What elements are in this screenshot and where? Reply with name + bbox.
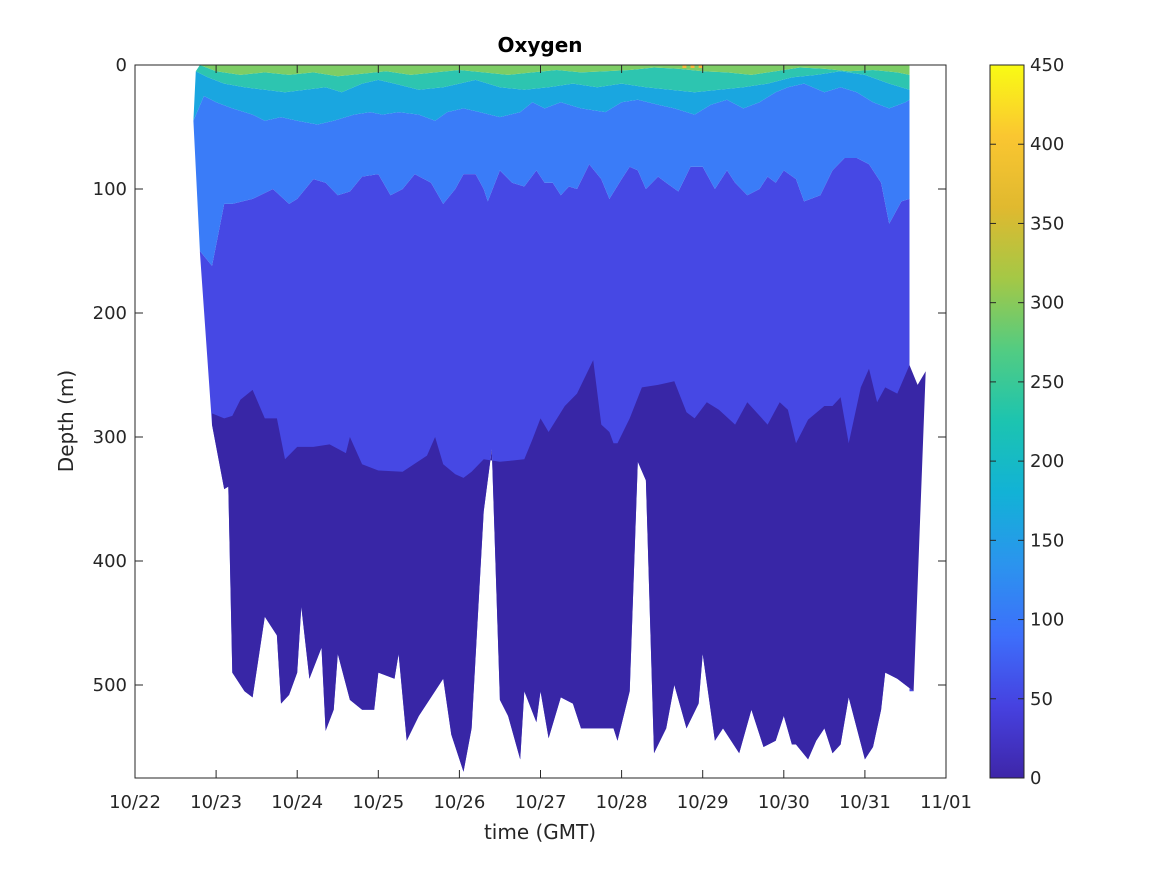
x-axis-ticks: 10/22 10/23 10/24 10/25 10/26 10/27 10/28 10/29… (109, 65, 972, 813)
y-axis-ticks: 0 100 200 300 400 500 (93, 55, 946, 696)
y-tick-label: 400 (93, 551, 127, 572)
x-tick-label: 10/26 (433, 792, 485, 813)
oxygen-200-250-region (195, 65, 910, 93)
x-tick-label: 10/29 (677, 792, 729, 813)
x-tick-label: 10/31 (839, 792, 891, 813)
colorbar-tick-label: 300 (1030, 293, 1064, 314)
oxygen-high-spot (690, 65, 695, 68)
x-tick-label: 10/28 (596, 792, 648, 813)
x-tick-label: 10/23 (190, 792, 242, 813)
colorbar-tick-label: 400 (1030, 134, 1064, 155)
oxygen-250-300-region (199, 65, 910, 77)
chart-title: Oxygen (497, 33, 582, 57)
colorbar-tick-label: 50 (1030, 689, 1053, 710)
x-tick-label: 10/30 (758, 792, 810, 813)
oxygen-100-150-region (193, 83, 910, 266)
y-tick-label: 0 (116, 55, 127, 76)
y-tick-label: 300 (93, 427, 127, 448)
oxygen-150-200-region (193, 71, 910, 125)
y-tick-label: 500 (93, 675, 127, 696)
colorbar-tick-label: 200 (1030, 451, 1064, 472)
x-tick-label: 10/24 (271, 792, 323, 813)
oxygen-high-spot (682, 65, 687, 68)
colorbar-tick-label: 0 (1030, 768, 1041, 789)
colorbar-tick-label: 350 (1030, 213, 1064, 234)
colorbar-ticks: 0 50 100 150 200 250 300 350 400 450 (990, 55, 1064, 789)
y-tick-label: 200 (93, 303, 127, 324)
x-tick-label: 10/25 (352, 792, 404, 813)
colorbar-tick-label: 150 (1030, 530, 1064, 551)
x-tick-label: 10/22 (109, 792, 161, 813)
y-axis-label: Depth (m) (54, 370, 78, 472)
colorbar-tick-label: 250 (1030, 372, 1064, 393)
colorbar-tick-label: 100 (1030, 610, 1064, 631)
y-tick-label: 100 (93, 179, 127, 200)
colorbar-tick-label: 450 (1030, 55, 1064, 76)
oxygen-high-spot (698, 65, 703, 68)
oxygen-0-50-region (212, 360, 926, 772)
colorbar (989, 64, 1025, 779)
x-tick-label: 11/01 (920, 792, 972, 813)
contour-fill-group (193, 65, 926, 772)
x-tick-label: 10/27 (515, 792, 567, 813)
x-axis-label: time (GMT) (484, 820, 596, 844)
